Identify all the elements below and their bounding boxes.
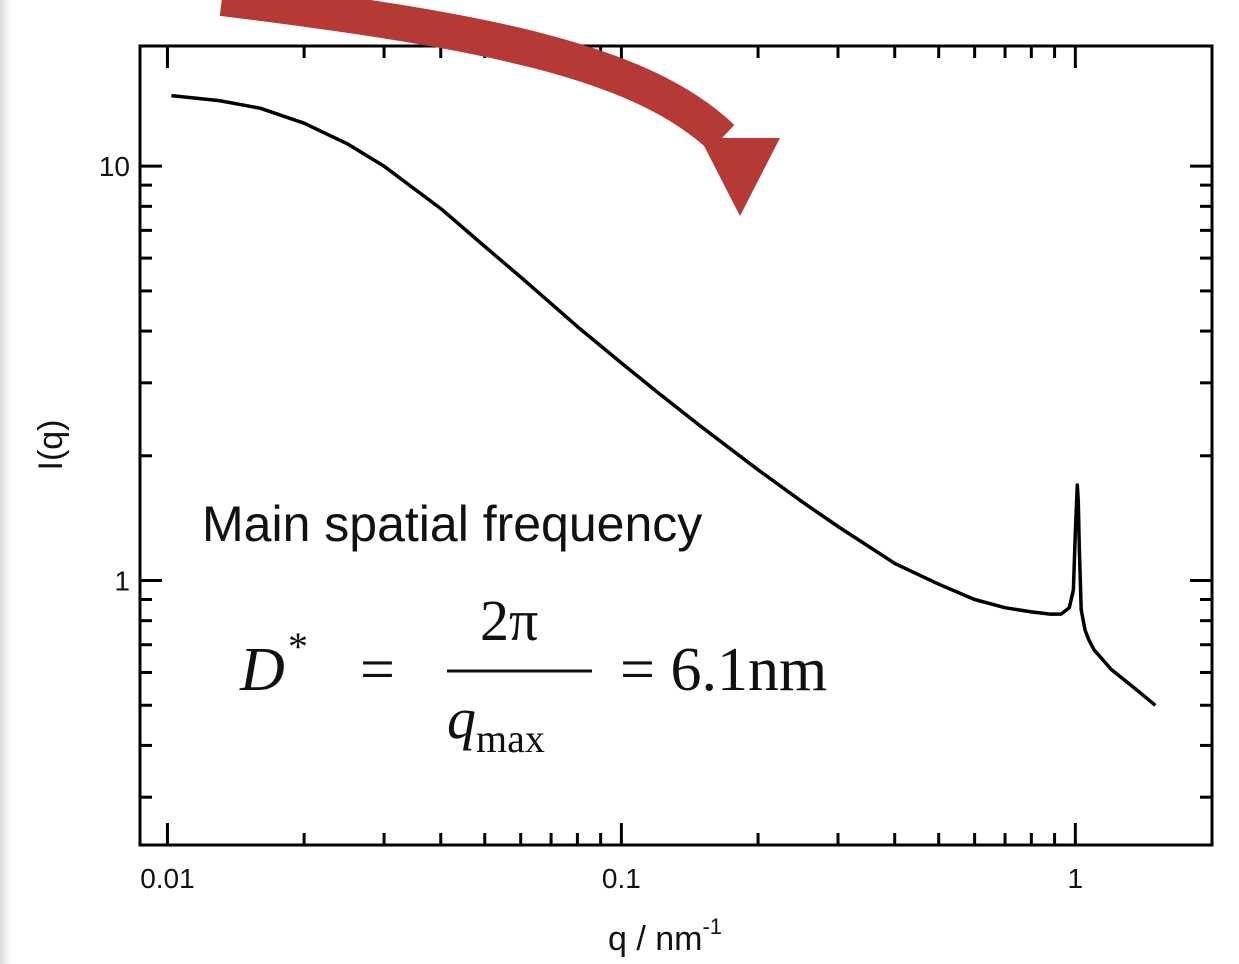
series-line	[171, 93, 1157, 707]
formula-rhs: = 6.1nm	[620, 636, 827, 704]
arrow-layer	[219, 0, 780, 216]
tick-labels: 0.01 0.1 1 1 10	[99, 151, 1083, 894]
formula: D * = 2π q max = 6.1nm	[239, 588, 827, 761]
formula-numerator: 2π	[480, 588, 538, 653]
formula-denominator: q	[447, 686, 476, 751]
x-tick-label: 1	[1068, 863, 1084, 894]
x-tick-label: 0.01	[140, 863, 195, 894]
left-edge-shadow	[0, 0, 12, 964]
curve-layer	[171, 93, 1157, 707]
y-tick-label: 10	[99, 151, 130, 182]
x-axis-label: q / nm-1	[608, 914, 722, 958]
x-axis-label-text: q / nm	[608, 920, 702, 958]
formula-lhs: D	[239, 636, 285, 704]
plot-frame	[138, 44, 1214, 847]
x-axis-label-exponent: -1	[702, 914, 722, 939]
formula-lhs-superscript: *	[288, 624, 308, 669]
y-tick-label: 1	[114, 566, 130, 597]
formula-equals: =	[360, 636, 395, 704]
y-axis-label: I(q)	[32, 420, 70, 471]
formula-denominator-subscript: max	[476, 716, 545, 761]
axis-ticks	[140, 46, 1214, 845]
arrow-head	[700, 138, 780, 216]
annotation-main-spatial-frequency: Main spatial frequency	[202, 496, 702, 552]
x-tick-label: 0.1	[602, 863, 641, 894]
arrow-shaft	[219, 0, 735, 152]
